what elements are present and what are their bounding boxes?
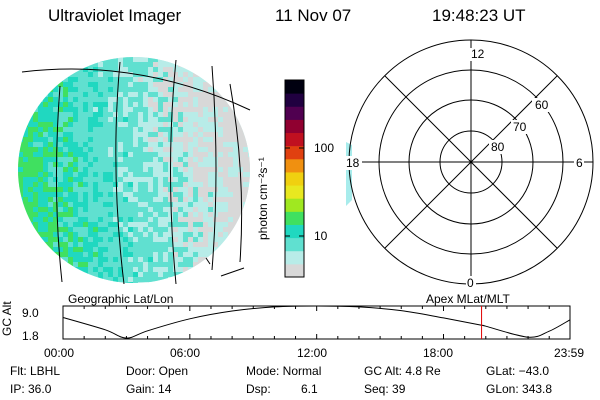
gc-alt-readout: GC Alt: 4.8 Re bbox=[364, 364, 441, 378]
ip-readout: IP: 36.0 bbox=[10, 382, 52, 396]
colorbar-band bbox=[285, 250, 304, 265]
time-label: 19:48:23 UT bbox=[432, 6, 526, 25]
image-panel-caption: Geographic Lat/Lon bbox=[68, 292, 174, 306]
colorbar-band bbox=[285, 145, 304, 160]
door-readout: Door: Open bbox=[126, 364, 189, 378]
timeline-x-tick-1200: 12:00 bbox=[297, 346, 328, 360]
polar-ring-70 bbox=[408, 99, 534, 225]
gain-readout: Gain: 14 bbox=[126, 382, 172, 396]
polar-ring-50 bbox=[348, 39, 594, 285]
colorbar-unit-label: photon cm⁻²s⁻¹ bbox=[256, 157, 270, 240]
polar-panel-caption: Apex MLat/MLT bbox=[426, 292, 510, 306]
timeline-x-tick-0000: 00:00 bbox=[44, 346, 75, 360]
colorbar-band bbox=[285, 80, 304, 94]
colorbar-band bbox=[285, 106, 304, 120]
timeline-y-label: GC Alt bbox=[0, 301, 14, 336]
colorbar-band bbox=[285, 119, 304, 134]
timeline-y-tick-min: 1.8 bbox=[22, 329, 39, 343]
mlat-label-70: 70 bbox=[513, 120, 527, 134]
colorbar-band bbox=[285, 158, 304, 173]
filter-readout: Flt: LBHL bbox=[10, 364, 61, 378]
colorbar-tick-100: 100 bbox=[314, 141, 335, 155]
altitude-curve bbox=[62, 305, 571, 339]
mlt-label-6: 6 bbox=[576, 156, 583, 170]
mlt-label-18: 18 bbox=[346, 156, 360, 170]
timeline-x-tick-1800: 18:00 bbox=[423, 346, 454, 360]
seq-readout: Seq: 39 bbox=[364, 382, 406, 396]
date-label: 11 Nov 07 bbox=[275, 6, 352, 25]
mlt-label-0: 0 bbox=[467, 276, 474, 290]
mlat-label-60: 60 bbox=[535, 98, 549, 112]
mode-readout: Mode: Normal bbox=[246, 364, 322, 378]
dsp-value: 6.1 bbox=[301, 382, 318, 396]
uv-image-disk bbox=[18, 57, 250, 283]
colorbar-band bbox=[285, 237, 304, 252]
mlt-label-12: 12 bbox=[471, 47, 485, 61]
colorbar-band bbox=[285, 132, 304, 147]
colorbar-band bbox=[285, 211, 304, 225]
colorbar-band bbox=[285, 263, 304, 278]
timeline-x-tick-0600: 06:00 bbox=[170, 346, 201, 360]
glat-readout: GLat: −43.0 bbox=[486, 364, 550, 378]
geographic-grid bbox=[21, 59, 251, 285]
instrument-title: Ultraviolet Imager bbox=[48, 6, 182, 25]
colorbar-band bbox=[285, 93, 304, 107]
dsp-label: Dsp: bbox=[246, 382, 271, 396]
polar-coverage-patch bbox=[346, 142, 352, 206]
glon-readout: GLon: 343.8 bbox=[486, 382, 553, 396]
colorbar-band bbox=[285, 185, 304, 199]
timeline-x-tick-2359: 23:59 bbox=[554, 346, 585, 360]
mlat-label-80: 80 bbox=[491, 140, 505, 154]
colorbar-tick-10: 10 bbox=[314, 229, 328, 243]
timeline-y-tick-max: 9.0 bbox=[22, 306, 39, 320]
colorbar-band bbox=[285, 224, 304, 239]
colorbar-band bbox=[285, 198, 304, 212]
timeline-frame bbox=[62, 305, 571, 340]
colorbar-band bbox=[285, 171, 304, 186]
